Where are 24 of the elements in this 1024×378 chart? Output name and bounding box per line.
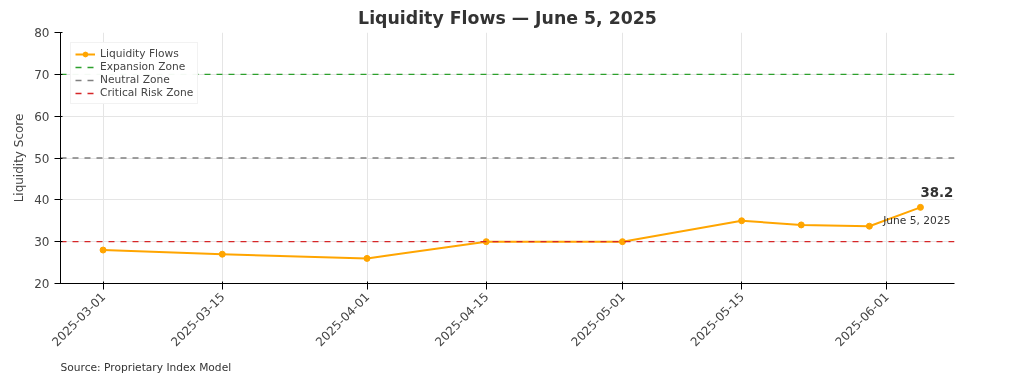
point xyxy=(363,254,371,262)
legend-label: Liquidity Flows xyxy=(100,47,179,60)
point xyxy=(99,246,107,254)
annotation: June 5, 2025 xyxy=(882,214,951,228)
point xyxy=(797,221,805,229)
y-tick-label: 40 xyxy=(34,193,50,208)
y-tick-label: 20 xyxy=(34,277,50,291)
source-note: Source: Proprietary Index Model xyxy=(60,360,232,374)
y-tick-label: 80 xyxy=(34,26,50,40)
point xyxy=(865,222,873,230)
y-tick-label: 50 xyxy=(34,151,50,166)
legend-label: Critical Risk Zone xyxy=(100,86,194,99)
annotation: 38.2 xyxy=(920,185,954,201)
legend-label: Neutral Zone xyxy=(100,73,170,86)
point xyxy=(618,238,626,246)
y-tick-label: 60 xyxy=(34,109,50,124)
y-tick-label: 70 xyxy=(34,67,50,82)
y-tick-label: 30 xyxy=(34,235,50,250)
y-axis-title: Liquidity Score xyxy=(12,113,27,203)
chart-title: Liquidity Flows — June 5, 2025 xyxy=(358,7,657,28)
point xyxy=(738,217,746,225)
ref-line-label: Expansion Zone xyxy=(100,60,186,73)
point xyxy=(218,250,226,258)
point xyxy=(916,203,924,211)
